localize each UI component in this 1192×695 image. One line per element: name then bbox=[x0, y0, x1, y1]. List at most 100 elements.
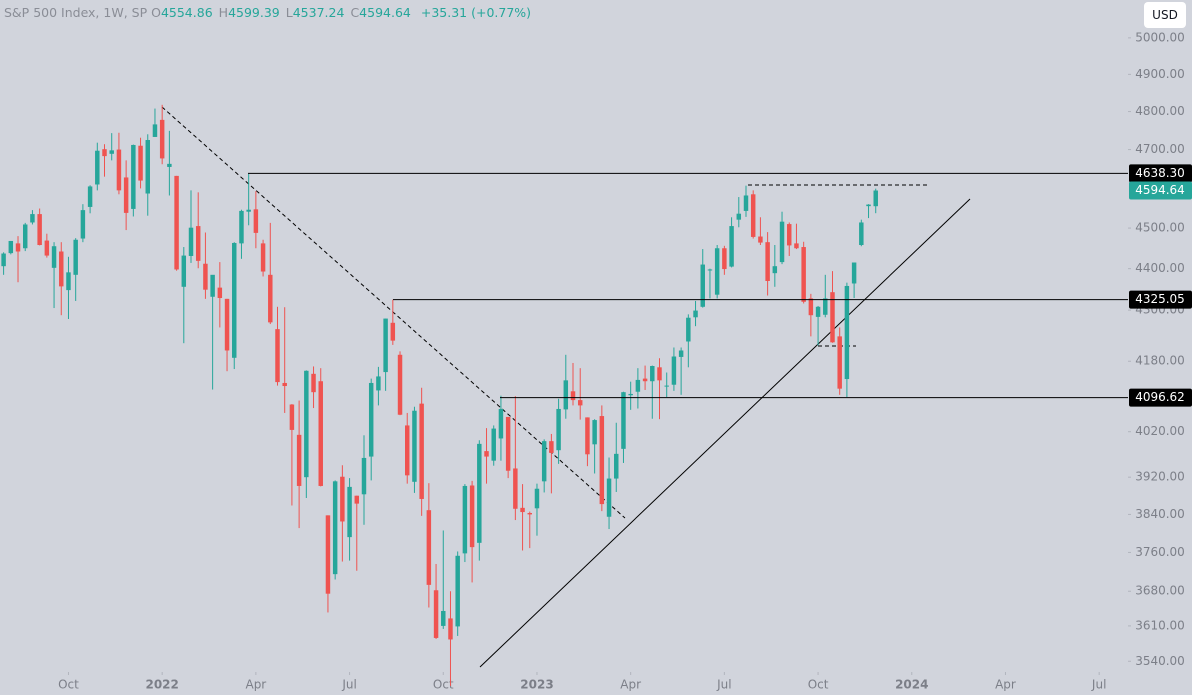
candle-body bbox=[808, 298, 814, 316]
candle-body bbox=[102, 149, 107, 157]
candle-body bbox=[253, 209, 259, 233]
ohlc: O4554.86 H4599.39 L4537.24 C4594.64 bbox=[151, 5, 417, 20]
candle-body bbox=[520, 507, 525, 513]
candle-body bbox=[570, 391, 576, 401]
candle-body bbox=[433, 590, 439, 638]
candle-body bbox=[73, 239, 78, 275]
candle-body bbox=[167, 163, 172, 167]
candle-body bbox=[642, 378, 648, 382]
candle-body bbox=[614, 453, 619, 479]
ohlc-value: 4594.64 bbox=[359, 5, 411, 20]
currency-button[interactable]: USD bbox=[1144, 2, 1186, 28]
candle-body bbox=[383, 318, 388, 373]
candle-body bbox=[66, 272, 71, 291]
trend-line bbox=[479, 198, 971, 668]
candle-body bbox=[837, 336, 842, 389]
candle-body bbox=[412, 410, 417, 482]
candle-body bbox=[844, 285, 850, 380]
x-tick-label: Apr bbox=[620, 678, 641, 692]
candle-body bbox=[743, 195, 749, 211]
candle-body bbox=[455, 555, 460, 627]
candle-body bbox=[304, 370, 309, 478]
level-label-box bbox=[1129, 388, 1192, 407]
candle-body bbox=[477, 443, 482, 543]
candle-body bbox=[217, 287, 223, 299]
candle-body bbox=[779, 221, 785, 263]
candle-body bbox=[815, 306, 821, 317]
candle-body bbox=[368, 382, 374, 457]
ohlc-key: C bbox=[350, 5, 360, 20]
candle-body bbox=[606, 478, 612, 517]
candle-body bbox=[232, 242, 237, 358]
candle-body bbox=[563, 380, 569, 410]
candle-body bbox=[527, 512, 532, 515]
candle-body bbox=[311, 373, 316, 393]
candle-body bbox=[397, 354, 403, 415]
y-tick-label: 3540.00 bbox=[1135, 654, 1185, 668]
y-tick-label: 4900.00 bbox=[1135, 67, 1185, 81]
candle-body bbox=[441, 610, 446, 626]
candle-body bbox=[224, 298, 230, 351]
candle-body bbox=[30, 214, 35, 223]
candle-body bbox=[801, 247, 806, 302]
x-tick-label: Oct bbox=[433, 678, 454, 692]
candle-body bbox=[419, 403, 424, 499]
candle-body bbox=[585, 417, 590, 455]
candle-body bbox=[340, 476, 345, 522]
level-label-box bbox=[1129, 164, 1192, 183]
ohlc-key: L bbox=[285, 5, 293, 20]
candle-body bbox=[758, 236, 763, 243]
candle-body bbox=[282, 382, 287, 387]
candle-body bbox=[296, 434, 302, 486]
y-tick-label: 4700.00 bbox=[1135, 142, 1185, 156]
y-tick-label: 5000.00 bbox=[1135, 30, 1185, 44]
candle-body bbox=[448, 618, 453, 640]
y-tick-label: 4400.00 bbox=[1135, 261, 1185, 275]
candle-body bbox=[823, 298, 828, 315]
y-tick-label: 4020.00 bbox=[1135, 424, 1185, 438]
ohlc-key: H bbox=[218, 5, 229, 20]
trend-line bbox=[161, 106, 626, 519]
candle-body bbox=[700, 264, 705, 307]
y-tick-label: 4500.00 bbox=[1135, 221, 1185, 235]
legend-header: S&P 500 Index, 1W, SP O4554.86 H4599.39 L4… bbox=[4, 5, 537, 20]
candle-body bbox=[188, 227, 194, 256]
candle-body bbox=[498, 408, 504, 439]
candle-body bbox=[678, 350, 684, 357]
x-tick-label: Jul bbox=[716, 678, 731, 692]
candle-body bbox=[469, 485, 475, 548]
candle-body bbox=[577, 400, 583, 406]
candle-body bbox=[390, 322, 396, 341]
candle-body bbox=[109, 150, 114, 154]
candle-body bbox=[44, 240, 50, 256]
y-tick-label: 3610.00 bbox=[1135, 618, 1185, 632]
candle-body bbox=[95, 150, 100, 185]
candle-body bbox=[376, 376, 381, 391]
candle-body bbox=[195, 226, 201, 261]
candle-body bbox=[361, 457, 367, 495]
candle-body bbox=[426, 510, 432, 585]
x-tick-label: Jul bbox=[341, 678, 356, 692]
ohlc-value: 4599.39 bbox=[228, 5, 280, 20]
last-price-box bbox=[1129, 181, 1192, 200]
candle-body bbox=[851, 262, 857, 284]
candle-body bbox=[246, 209, 251, 212]
ohlc-key: O bbox=[151, 5, 161, 20]
candle-body bbox=[275, 329, 280, 383]
candle-body bbox=[22, 224, 28, 249]
candle-body bbox=[159, 119, 165, 159]
candle-body bbox=[131, 144, 136, 209]
candle-body bbox=[635, 379, 641, 392]
ohlc-value: 4554.86 bbox=[160, 5, 213, 20]
candle-body bbox=[37, 214, 42, 246]
candle-body bbox=[145, 139, 150, 194]
candle-body bbox=[592, 420, 597, 445]
candle-body bbox=[707, 269, 713, 271]
candle-body bbox=[404, 425, 410, 476]
candle-body bbox=[203, 263, 208, 290]
candle-body bbox=[765, 242, 770, 281]
candle-body bbox=[722, 248, 727, 270]
candle-body bbox=[123, 177, 129, 213]
